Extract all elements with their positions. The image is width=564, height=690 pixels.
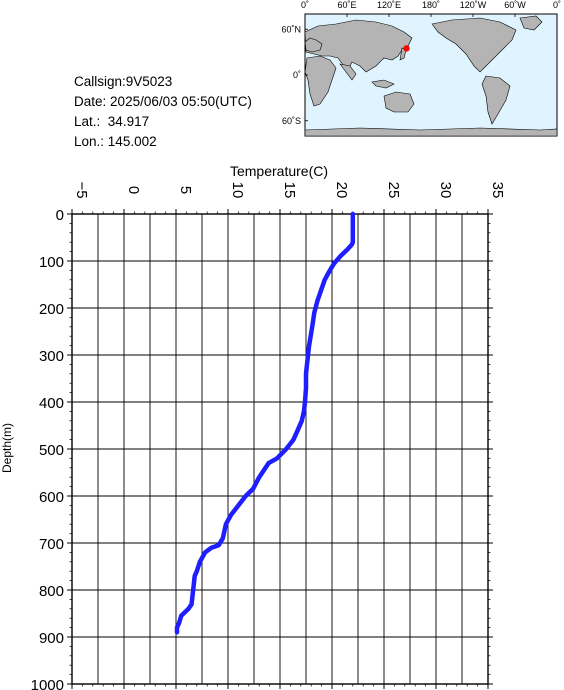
map-europe-landmass — [304, 37, 323, 53]
station-marker — [403, 45, 410, 52]
series-layer — [174, 211, 356, 635]
y-tick-label: 800 — [39, 583, 64, 600]
map-indonesia-landmass — [371, 79, 395, 89]
lon-label: Lon.: — [74, 134, 105, 149]
lon-value: 145.002 — [107, 134, 157, 149]
map-lon-tick-label: 120˚W — [460, 0, 487, 10]
x-tick-label: −5 — [73, 181, 90, 198]
lat-line: Lat.: 34.917 — [74, 112, 252, 132]
y-tick-label: 300 — [39, 348, 64, 365]
station-info: Callsign:9V5023 Date: 2025/06/03 05:50(U… — [74, 72, 252, 152]
lon-line: Lon.: 145.002 — [74, 132, 252, 152]
callsign-line: Callsign:9V5023 — [74, 74, 173, 89]
map-north-america-landmass — [431, 17, 517, 73]
temperature-profile-line — [174, 211, 356, 635]
map-lon-tick-label: 60˚W — [504, 0, 526, 10]
date-value: 2025/06/03 05:50(UTC) — [110, 94, 252, 109]
map-frame-group: 0˚ 60˚E 120˚E 180˚ 120˚W 60˚W 0˚ 60˚N 0˚ 60˚S — [281, 0, 561, 137]
x-tick-label: 0 — [125, 186, 142, 194]
x-tick-label: 20 — [333, 182, 350, 199]
map-lon-tick-label: 0˚ — [301, 0, 309, 10]
y-tick-label: 600 — [39, 489, 64, 506]
y-tick-label: 700 — [39, 536, 64, 553]
map-lon-tick-label: 60˚E — [337, 0, 356, 10]
x-tick-label: 25 — [385, 182, 402, 199]
lat-value: 34.917 — [107, 114, 150, 129]
x-tick-label: 35 — [489, 182, 506, 199]
map-lat-tick-label: 60˚S — [282, 116, 301, 126]
y-axis-title: Depth(m) — [0, 423, 14, 473]
map-lon-tick-label: 120˚E — [377, 0, 401, 10]
map-lon-tick-label: 180˚ — [422, 0, 440, 10]
x-axis-title: Temperature(C) — [230, 163, 328, 179]
y-tick-label: 100 — [39, 254, 64, 271]
x-tick-label: 30 — [437, 182, 454, 199]
map-greenland-landmass — [519, 15, 543, 31]
map-land — [304, 15, 558, 137]
map-eurasia-landmass — [304, 19, 413, 73]
map-ticks: 0˚ 60˚E 120˚E 180˚ 120˚W 60˚W 0˚ 60˚N 0˚ 60˚S — [281, 0, 561, 126]
y-tick-label: 200 — [39, 301, 64, 318]
lat-label: Lat.: — [74, 114, 101, 129]
y-tick-label: 900 — [39, 630, 64, 647]
x-tick-label: 5 — [177, 186, 194, 194]
date-label: Date: — [74, 94, 107, 109]
map-lon-tick-label: 0˚ — [553, 0, 561, 10]
tick-layer: −5 0 5 10 15 20 25 30 35 0 100 200 300 400 500 600 700 80… — [31, 181, 506, 690]
map-india-landmass — [339, 63, 357, 81]
map-south-america-landmass — [481, 75, 511, 125]
y-tick-label: 0 — [56, 207, 64, 224]
map-africa-landmass — [304, 55, 337, 107]
map-australia-landmass — [383, 91, 415, 113]
map-lat-tick-label: 60˚N — [281, 24, 301, 34]
x-tick-label: 10 — [229, 182, 246, 199]
map-antarctica-landmass — [304, 127, 558, 137]
date-line: Date: 2025/06/03 05:50(UTC) — [74, 92, 252, 112]
grid-layer — [71, 213, 489, 685]
plot-frame — [71, 213, 489, 685]
x-tick-label: 15 — [281, 182, 298, 199]
y-tick-label: 500 — [39, 442, 64, 459]
y-tick-label: 1000 — [31, 677, 64, 690]
y-tick-label: 400 — [39, 395, 64, 412]
map-lat-tick-label: 0˚ — [293, 70, 301, 80]
